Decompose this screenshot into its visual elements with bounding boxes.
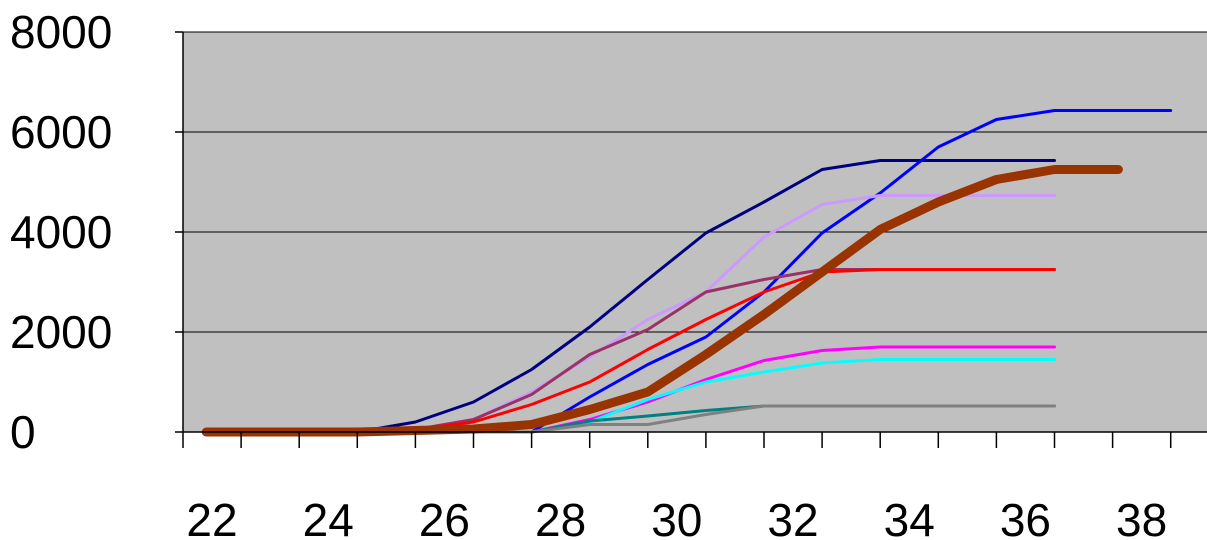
x-tick-label: 38: [1116, 494, 1167, 540]
series-layer: [201, 109, 1173, 437]
gridlines: [183, 31, 1207, 333]
y-axis-tick-labels: 0 2000 4000 6000 8000: [10, 6, 112, 458]
y-tick-label: 2000: [10, 306, 112, 358]
x-tick-label: 24: [303, 494, 354, 540]
y-tick-label: 0: [10, 406, 36, 458]
x-tick-label: 28: [535, 494, 586, 540]
y-tick-label: 8000: [10, 6, 112, 58]
series-line-1: [204, 159, 1056, 434]
x-tick-label: 30: [651, 494, 702, 540]
x-axis-tick-labels: 22 24 26 28 30 32 34 36 38: [186, 494, 1167, 540]
series-line-10: [201, 165, 1123, 437]
x-tick-label: 32: [767, 494, 818, 540]
y-tick-label: 6000: [10, 106, 112, 158]
series-line-5: [204, 268, 1056, 434]
x-tick-label: 36: [1000, 494, 1051, 540]
x-tick-label: 34: [884, 494, 935, 540]
axis-ticks: [175, 31, 1172, 448]
x-tick-label: 22: [186, 494, 237, 540]
x-tick-label: 26: [419, 494, 470, 540]
series-line-2: [204, 109, 1173, 434]
y-tick-label: 4000: [10, 206, 112, 258]
